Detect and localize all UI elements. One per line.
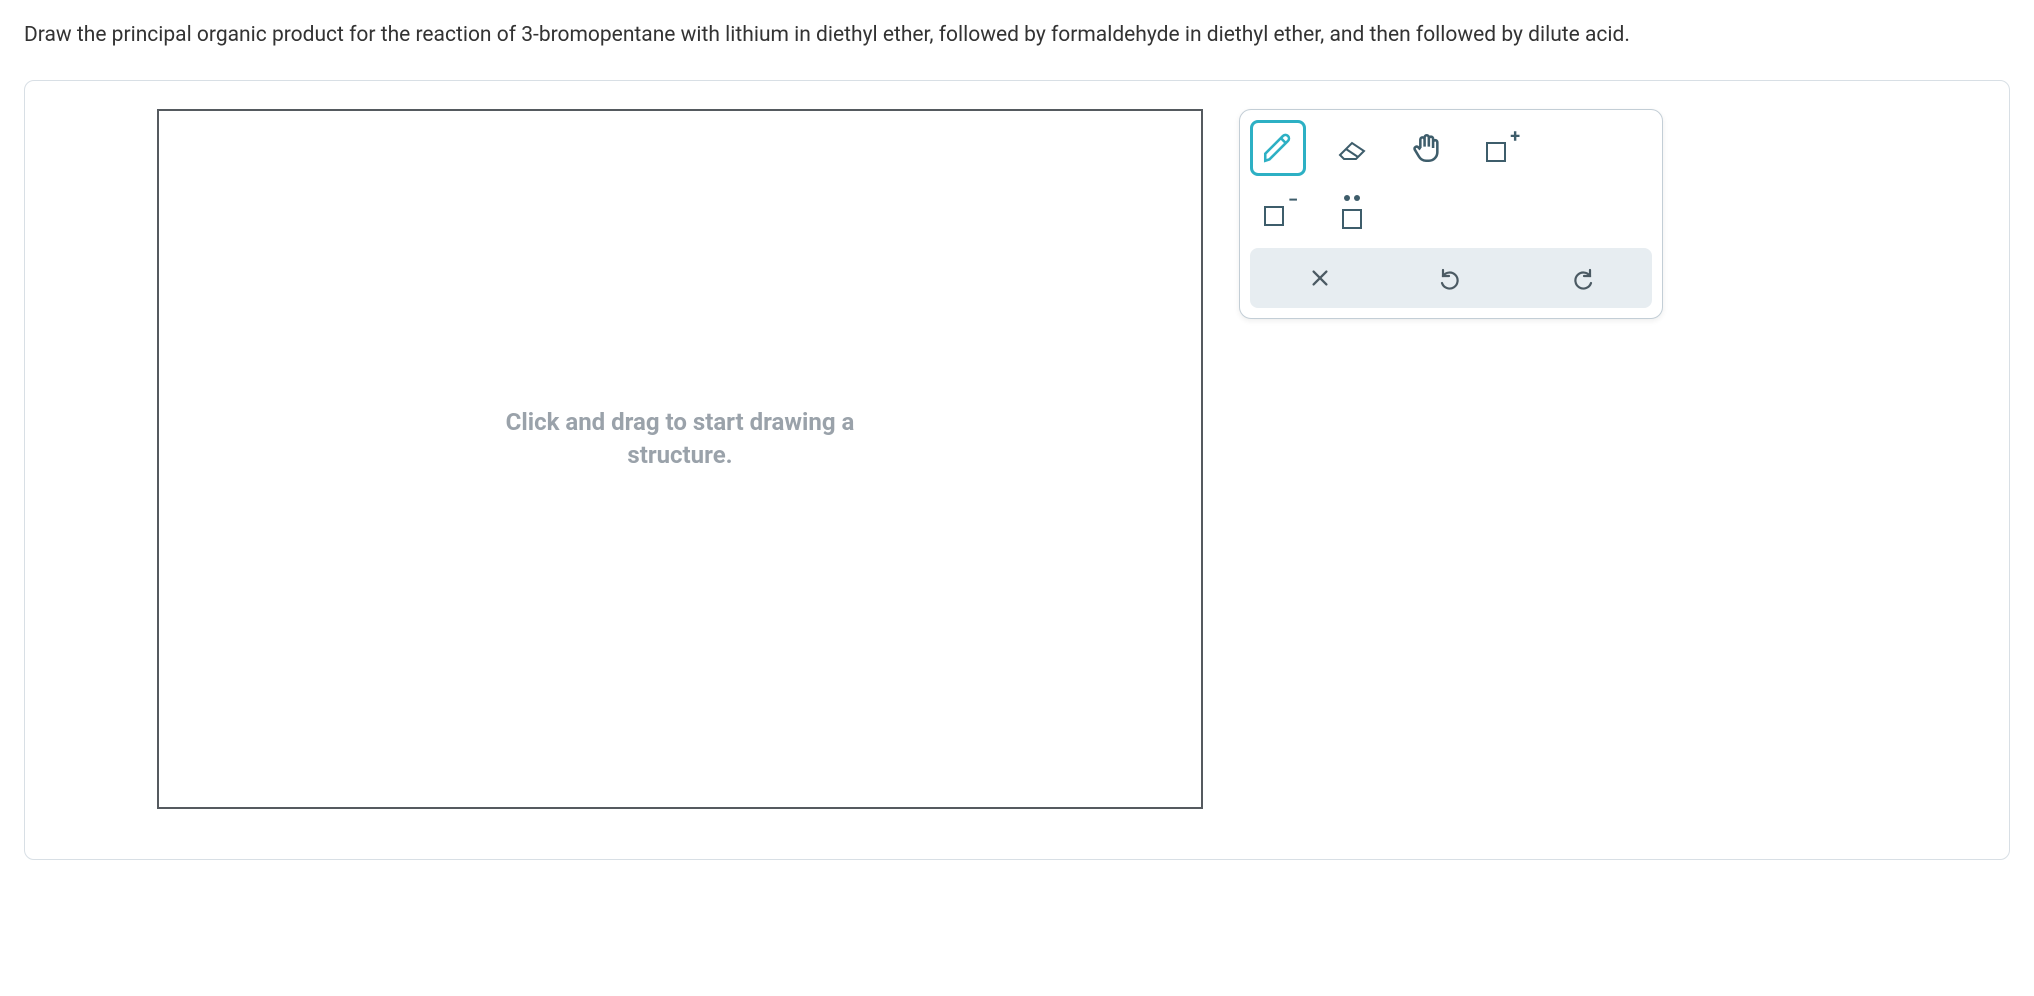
question-text: Draw the principal organic product for t… — [24, 20, 2010, 52]
lone-pair-button[interactable] — [1324, 184, 1380, 240]
drawing-card: Click and drag to start drawing a struct… — [24, 80, 2010, 860]
placeholder-line-2: structure. — [627, 441, 732, 469]
toolbar-row-2: − — [1250, 184, 1652, 240]
card-inner-row: Click and drag to start drawing a struct… — [61, 109, 1973, 809]
erase-tool-button[interactable] — [1324, 120, 1380, 176]
canvas-placeholder: Click and drag to start drawing a struct… — [506, 406, 855, 471]
hand-icon — [1409, 131, 1443, 165]
charge-plus-icon: + — [1486, 134, 1514, 162]
placeholder-line-1: Click and drag to start drawing a — [506, 408, 855, 436]
toolbar-action-row — [1250, 248, 1652, 308]
drawing-canvas[interactable]: Click and drag to start drawing a struct… — [157, 109, 1203, 809]
move-tool-button[interactable] — [1398, 120, 1454, 176]
redo-button[interactable] — [1546, 254, 1618, 302]
close-icon — [1309, 267, 1331, 289]
undo-icon — [1439, 266, 1463, 290]
minus-symbol: − — [1288, 190, 1298, 211]
toolbar-row-1: + — [1250, 120, 1652, 176]
eraser-icon — [1334, 133, 1370, 163]
redo-icon — [1570, 266, 1594, 290]
clear-button[interactable] — [1284, 254, 1356, 302]
charge-minus-icon: − — [1264, 198, 1292, 226]
undo-button[interactable] — [1415, 254, 1487, 302]
charge-plus-button[interactable]: + — [1472, 120, 1528, 176]
lone-pair-icon — [1338, 195, 1366, 229]
drawing-toolbar: + − — [1239, 109, 1663, 319]
charge-minus-button[interactable]: − — [1250, 184, 1306, 240]
plus-symbol: + — [1510, 126, 1520, 147]
pencil-icon — [1261, 131, 1295, 165]
draw-tool-button[interactable] — [1250, 120, 1306, 176]
